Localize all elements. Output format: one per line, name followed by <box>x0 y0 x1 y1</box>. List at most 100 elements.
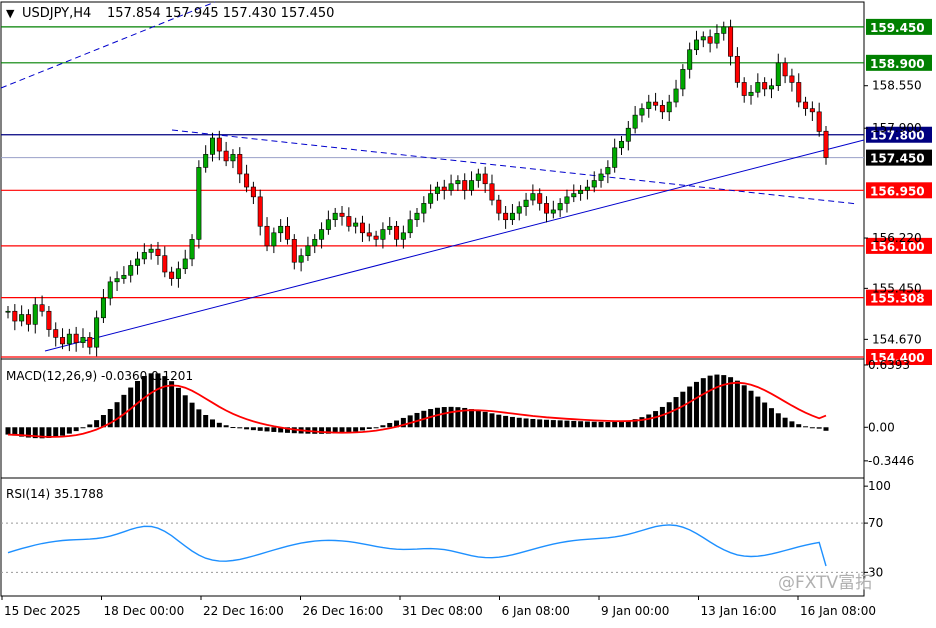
candle-body <box>60 337 66 345</box>
candle-body <box>19 314 25 322</box>
macd-bar <box>380 425 386 428</box>
macd-bar <box>366 427 372 429</box>
macd-bar <box>257 427 263 431</box>
candle-body <box>741 82 747 96</box>
candle-body <box>284 225 290 240</box>
candle-body <box>73 333 79 343</box>
candle-body <box>407 219 413 234</box>
macd-bar <box>625 420 631 428</box>
macd-bar <box>353 427 359 432</box>
candle-body <box>237 154 243 175</box>
time-tick-label: 9 Jan 00:00 <box>601 604 669 618</box>
macd-bar <box>673 397 679 428</box>
level-label-bg <box>866 289 932 306</box>
candle-body <box>475 173 481 181</box>
candle-body <box>775 62 781 87</box>
candle-body <box>312 239 318 247</box>
macd-bar <box>489 413 495 428</box>
macd-bar <box>175 387 181 428</box>
time-tick-label: 26 Dec 16:00 <box>303 604 384 618</box>
candle-body <box>509 212 515 221</box>
candle-body <box>346 216 352 227</box>
macd-bar <box>666 402 672 428</box>
macd-bar <box>728 377 734 428</box>
candle-body <box>244 173 250 188</box>
candle-body <box>598 173 604 181</box>
header-symbol: USDJPY,H4 <box>22 6 91 21</box>
macd-bar <box>237 427 243 429</box>
macd-bar <box>796 424 802 428</box>
candle-body <box>148 248 154 253</box>
candle-body <box>625 127 631 142</box>
price-tick-label: 156.220 <box>872 231 922 245</box>
candle-body <box>12 310 18 322</box>
macd-bar <box>564 420 570 428</box>
macd-bar <box>768 408 774 428</box>
macd-bar <box>148 373 154 428</box>
candle-body <box>721 26 727 34</box>
candles <box>5 19 829 357</box>
macd-bar <box>748 390 754 428</box>
candle-body <box>210 137 216 155</box>
candle-body <box>700 36 706 41</box>
candle-body <box>809 108 815 113</box>
candle-body <box>291 239 297 263</box>
rsi-line <box>7 524 827 567</box>
candle-body <box>380 229 386 240</box>
level-label: 157.800 <box>870 129 925 143</box>
price-tick-label: 154.670 <box>872 332 922 346</box>
candle-body <box>257 196 263 227</box>
macd-bar <box>319 427 325 434</box>
candle-body <box>455 180 461 185</box>
candle-body <box>537 193 543 204</box>
candle-body <box>5 310 11 313</box>
time-tick-label: 15 Dec 2025 <box>4 604 81 618</box>
candle-body <box>414 212 420 221</box>
panel-frames <box>0 1 865 597</box>
candle-body <box>46 310 52 330</box>
macd-bar <box>523 418 529 428</box>
level-label: 159.450 <box>870 21 925 35</box>
candle-body <box>618 140 624 149</box>
candle-body <box>755 82 761 93</box>
macd-bar <box>734 380 740 428</box>
macd-bar <box>700 378 706 428</box>
macd-bar <box>264 427 270 432</box>
macd-bar <box>707 375 713 428</box>
candle-body <box>100 297 106 319</box>
macd-bar <box>755 396 761 428</box>
macd-bar <box>537 419 543 428</box>
candle-body <box>605 167 611 175</box>
macd-bar <box>278 427 284 433</box>
level-label: 155.308 <box>870 292 925 306</box>
level-label-bg <box>866 54 932 71</box>
macd-bar <box>25 427 31 438</box>
macd-bar <box>244 427 250 430</box>
macd-bar <box>250 427 256 431</box>
macd-bar <box>121 394 127 428</box>
macd-bar <box>741 385 747 428</box>
candle-body <box>400 232 406 240</box>
candle-body <box>373 235 379 240</box>
candle-body <box>578 190 584 194</box>
candle-body <box>489 183 495 201</box>
candle-body <box>325 219 331 230</box>
macd-bar <box>203 414 209 428</box>
candle-body <box>693 39 699 51</box>
candle-body <box>141 252 147 260</box>
candle-body <box>366 232 372 237</box>
candle-body <box>782 62 788 77</box>
macd-bar <box>482 411 488 428</box>
watermark: @FXTV富拓 <box>778 573 872 593</box>
macd-bar <box>803 426 809 428</box>
macd-bar <box>325 427 331 434</box>
candle-body <box>353 222 359 227</box>
level-label-bg <box>866 349 932 365</box>
macd-label: MACD(12,26,9) -0.0360 0.1201 <box>6 369 193 383</box>
macd-bar <box>373 427 379 429</box>
candle-body <box>319 229 325 240</box>
time-tick-label: 13 Jan 16:00 <box>701 604 777 618</box>
level-label: 156.100 <box>870 240 925 254</box>
candle-body <box>230 154 236 162</box>
trend-lines <box>0 1 865 352</box>
